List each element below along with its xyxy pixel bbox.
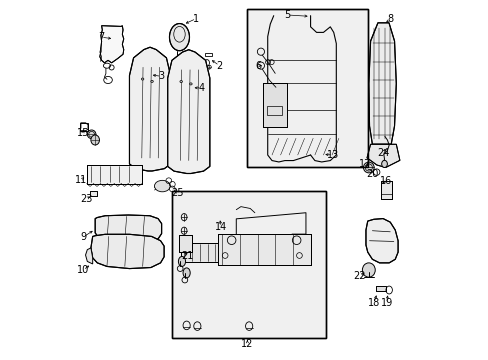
Ellipse shape xyxy=(169,23,189,51)
Text: 20: 20 xyxy=(366,168,378,179)
Ellipse shape xyxy=(154,180,170,192)
Ellipse shape xyxy=(362,263,374,277)
Text: 2: 2 xyxy=(216,61,222,71)
Text: 23: 23 xyxy=(80,194,93,203)
Text: 25: 25 xyxy=(171,188,183,198)
Polygon shape xyxy=(366,144,399,167)
Text: 7: 7 xyxy=(98,32,104,42)
Ellipse shape xyxy=(150,80,153,82)
Text: 16: 16 xyxy=(379,176,391,186)
Bar xyxy=(247,9,367,167)
Bar xyxy=(90,191,97,197)
Text: 13: 13 xyxy=(326,150,339,160)
Ellipse shape xyxy=(91,135,99,145)
Polygon shape xyxy=(129,47,170,171)
Bar xyxy=(179,235,192,252)
Text: 10: 10 xyxy=(77,265,89,275)
Text: 1: 1 xyxy=(193,14,199,23)
Text: 8: 8 xyxy=(386,14,392,24)
Bar xyxy=(172,192,325,338)
Bar xyxy=(86,165,142,184)
Text: 15: 15 xyxy=(77,128,89,138)
Text: 19: 19 xyxy=(380,298,392,308)
Text: 4: 4 xyxy=(198,83,204,93)
Bar xyxy=(266,106,282,114)
Bar xyxy=(179,235,192,252)
Bar xyxy=(375,286,385,292)
Bar xyxy=(205,53,211,57)
Polygon shape xyxy=(91,234,164,269)
Bar xyxy=(86,165,142,184)
Bar xyxy=(80,123,88,131)
Ellipse shape xyxy=(363,162,373,173)
Text: 9: 9 xyxy=(80,232,86,242)
Ellipse shape xyxy=(189,83,192,85)
Bar xyxy=(172,192,325,338)
Text: 5: 5 xyxy=(284,10,290,20)
Bar xyxy=(263,82,287,127)
Bar xyxy=(90,191,97,197)
Text: 3: 3 xyxy=(158,71,164,81)
Text: 21: 21 xyxy=(181,251,193,261)
Text: 22: 22 xyxy=(352,271,365,282)
Text: 11: 11 xyxy=(75,175,87,185)
Text: 17: 17 xyxy=(358,159,371,169)
Bar xyxy=(217,234,310,265)
Ellipse shape xyxy=(178,256,185,266)
Text: 6: 6 xyxy=(254,61,261,71)
Bar xyxy=(380,181,391,199)
Text: 24: 24 xyxy=(376,148,388,158)
Ellipse shape xyxy=(183,268,190,278)
Polygon shape xyxy=(368,23,395,144)
Bar xyxy=(375,286,385,292)
Text: 14: 14 xyxy=(215,222,227,232)
Ellipse shape xyxy=(87,130,96,139)
Bar xyxy=(217,234,310,265)
Ellipse shape xyxy=(381,160,386,167)
Ellipse shape xyxy=(141,78,143,80)
Bar xyxy=(180,243,240,262)
Bar xyxy=(180,243,240,262)
Bar xyxy=(247,9,367,167)
Text: 18: 18 xyxy=(367,298,379,308)
Polygon shape xyxy=(95,215,162,244)
Bar xyxy=(263,82,287,127)
Ellipse shape xyxy=(180,81,182,82)
Polygon shape xyxy=(167,50,209,174)
Bar xyxy=(380,181,391,199)
Polygon shape xyxy=(85,248,93,264)
Text: 12: 12 xyxy=(241,339,253,348)
Polygon shape xyxy=(365,219,397,263)
Polygon shape xyxy=(100,26,123,63)
